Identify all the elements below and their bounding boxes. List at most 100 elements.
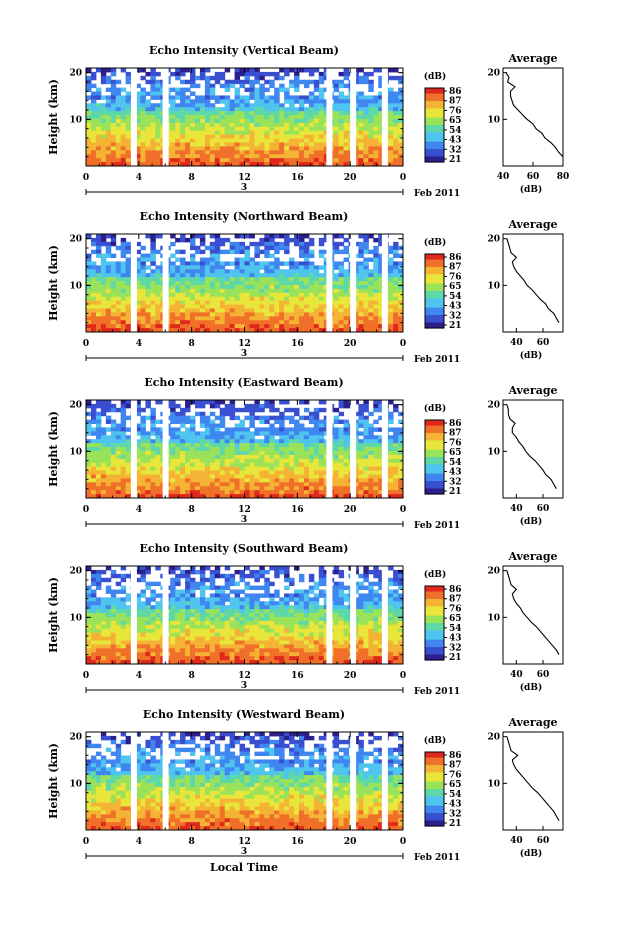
heatmap-cell bbox=[155, 427, 161, 432]
heatmap-cell bbox=[289, 415, 295, 421]
heatmap-cell bbox=[90, 304, 97, 309]
heatmap-cell bbox=[313, 142, 320, 147]
heatmap-cell bbox=[298, 130, 305, 136]
heatmap-cell bbox=[284, 115, 290, 120]
colorbar-unit: (dB) bbox=[424, 71, 446, 82]
heatmap-cell bbox=[90, 150, 97, 155]
heatmap-cell bbox=[204, 458, 211, 464]
heatmap-cell bbox=[86, 300, 92, 306]
heatmap-cell bbox=[333, 265, 340, 270]
heatmap-cell bbox=[209, 83, 216, 89]
heatmap-cell bbox=[140, 130, 146, 136]
heatmap-cell bbox=[254, 103, 260, 108]
heatmap-cell bbox=[373, 150, 379, 155]
heatmap-cell bbox=[175, 158, 181, 163]
heatmap-cell bbox=[95, 324, 102, 329]
heatmap-cell bbox=[289, 312, 295, 317]
heatmap-cell bbox=[239, 277, 245, 282]
colorbar-segment bbox=[425, 152, 444, 156]
heatmap-cell bbox=[264, 134, 270, 140]
heatmap-cell bbox=[373, 111, 379, 116]
heatmap-cell bbox=[135, 660, 141, 665]
heatmap-cell bbox=[358, 458, 364, 464]
heatmap-cell bbox=[209, 288, 216, 294]
heatmap-cell bbox=[86, 107, 92, 112]
heatmap-cell bbox=[294, 454, 300, 460]
heatmap-cell bbox=[398, 435, 404, 440]
heatmap-cell bbox=[180, 419, 186, 425]
heatmap-cell bbox=[338, 466, 345, 472]
heatmap-cell bbox=[204, 462, 211, 468]
heatmap-cell bbox=[338, 154, 345, 159]
heatmap-cell bbox=[358, 253, 364, 259]
heatmap-cell bbox=[244, 292, 250, 298]
heatmap-cell bbox=[303, 400, 310, 405]
heatmap-cell bbox=[388, 75, 394, 81]
heatmap-cell bbox=[333, 277, 340, 282]
heatmap-cell bbox=[298, 134, 305, 140]
heatmap-cell bbox=[175, 478, 181, 483]
heatmap-cell bbox=[209, 308, 216, 313]
heatmap-cell bbox=[239, 458, 245, 464]
heatmap-cell bbox=[86, 146, 92, 151]
heatmap-cell bbox=[239, 462, 245, 468]
heatmap-cell bbox=[333, 324, 340, 329]
heatmap-cell bbox=[135, 454, 141, 460]
heatmap-cell bbox=[264, 494, 270, 499]
heatmap-cell bbox=[234, 462, 241, 468]
heatmap-cell bbox=[303, 68, 310, 73]
heatmap-cell bbox=[110, 616, 117, 622]
heatmap-cell bbox=[185, 261, 191, 266]
heatmap-cell bbox=[190, 71, 196, 77]
heatmap-cell bbox=[145, 478, 151, 483]
heatmap-cell bbox=[393, 403, 399, 409]
heatmap-cell bbox=[110, 79, 117, 85]
heatmap-cell bbox=[358, 245, 364, 251]
heatmap-cell bbox=[279, 411, 285, 417]
heatmap-cell bbox=[318, 304, 325, 309]
heatmap-cell bbox=[100, 648, 107, 653]
heatmap-cell bbox=[105, 470, 112, 475]
heatmap-cell bbox=[368, 99, 374, 104]
heatmap-cell bbox=[209, 249, 216, 255]
heatmap-cell bbox=[254, 269, 260, 274]
colorbar-segment bbox=[425, 119, 444, 122]
heatmap-cell bbox=[264, 435, 270, 440]
average-title: Average bbox=[507, 384, 557, 397]
heatmap-cell bbox=[298, 158, 305, 163]
heatmap-cell bbox=[115, 115, 122, 120]
heatmap-cell bbox=[303, 312, 310, 317]
heatmap-cell bbox=[105, 245, 112, 251]
heatmap-cell bbox=[224, 431, 231, 436]
heatmap-cell bbox=[279, 431, 285, 436]
heatmap-cell bbox=[180, 316, 186, 321]
heatmap-cell bbox=[150, 482, 156, 487]
heatmap-cell bbox=[90, 134, 97, 140]
heatmap-cell bbox=[274, 115, 280, 120]
heatmap-cell bbox=[368, 111, 374, 116]
heatmap-cell bbox=[170, 490, 176, 495]
heatmap-cell bbox=[229, 482, 236, 487]
heatmap-cell bbox=[155, 111, 161, 116]
heatmap-cell bbox=[353, 419, 359, 425]
heatmap-cell bbox=[190, 75, 196, 81]
heatmap-cell bbox=[239, 150, 245, 155]
heatmap-cell bbox=[209, 312, 216, 317]
heatmap-cell bbox=[239, 304, 245, 309]
colorbar-segment bbox=[425, 254, 444, 257]
heatmap-cell bbox=[170, 400, 176, 405]
heatmap-cell bbox=[180, 134, 186, 140]
colorbar-segment bbox=[425, 117, 444, 121]
heatmap-cell bbox=[150, 423, 156, 428]
heatmap-cell bbox=[185, 281, 191, 286]
heatmap-cell bbox=[170, 644, 176, 649]
heatmap-cell bbox=[90, 154, 97, 159]
heatmap-cell bbox=[378, 130, 384, 136]
heatmap-cell bbox=[125, 628, 132, 634]
heatmap-cell bbox=[234, 269, 241, 274]
heatmap-cell bbox=[398, 253, 404, 259]
heatmap-cell bbox=[264, 118, 270, 124]
heatmap-cell bbox=[224, 134, 231, 140]
colorbar-segment bbox=[425, 263, 444, 266]
heatmap-cell bbox=[214, 241, 221, 247]
